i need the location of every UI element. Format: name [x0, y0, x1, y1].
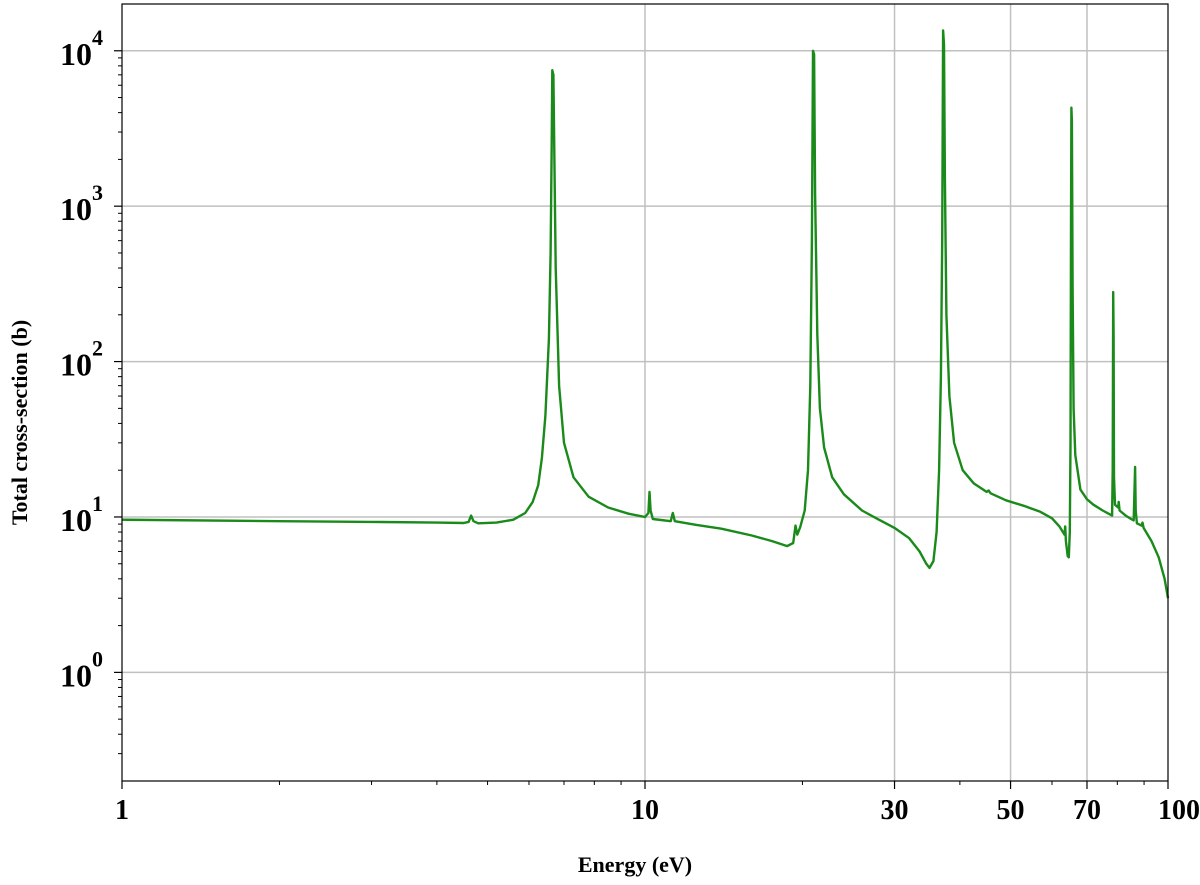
x-tick-label: 70 [1073, 795, 1101, 826]
y-tick-exponent: 0 [92, 646, 103, 671]
y-tick-label: 10 [60, 657, 92, 693]
series-line-0 [121, 29, 1170, 599]
grid [122, 4, 1168, 781]
y-tick-exponent: 3 [92, 180, 103, 205]
y-tick-label: 10 [60, 347, 92, 383]
x-tick-label: 1 [115, 795, 129, 826]
y-tick-exponent: 4 [92, 25, 103, 50]
x-tick-label: 10 [631, 795, 659, 826]
y-tick-exponent: 2 [92, 336, 103, 361]
y-tick-label: 10 [60, 502, 92, 538]
x-tick-label: 30 [881, 795, 909, 826]
y-tick-label: 10 [60, 191, 92, 227]
x-tick-label: 50 [997, 795, 1025, 826]
x-axis-ticks: 1 10 30 50 70 100 [115, 781, 1200, 826]
y-tick-exponent: 1 [92, 491, 103, 516]
x-axis-title: Energy (eV) [578, 852, 692, 877]
series-layer [121, 29, 1170, 599]
y-axis-title: Total cross-section (b) [7, 320, 32, 525]
x-tick-label: 100 [1158, 795, 1200, 826]
y-tick-label: 10 [60, 36, 92, 72]
